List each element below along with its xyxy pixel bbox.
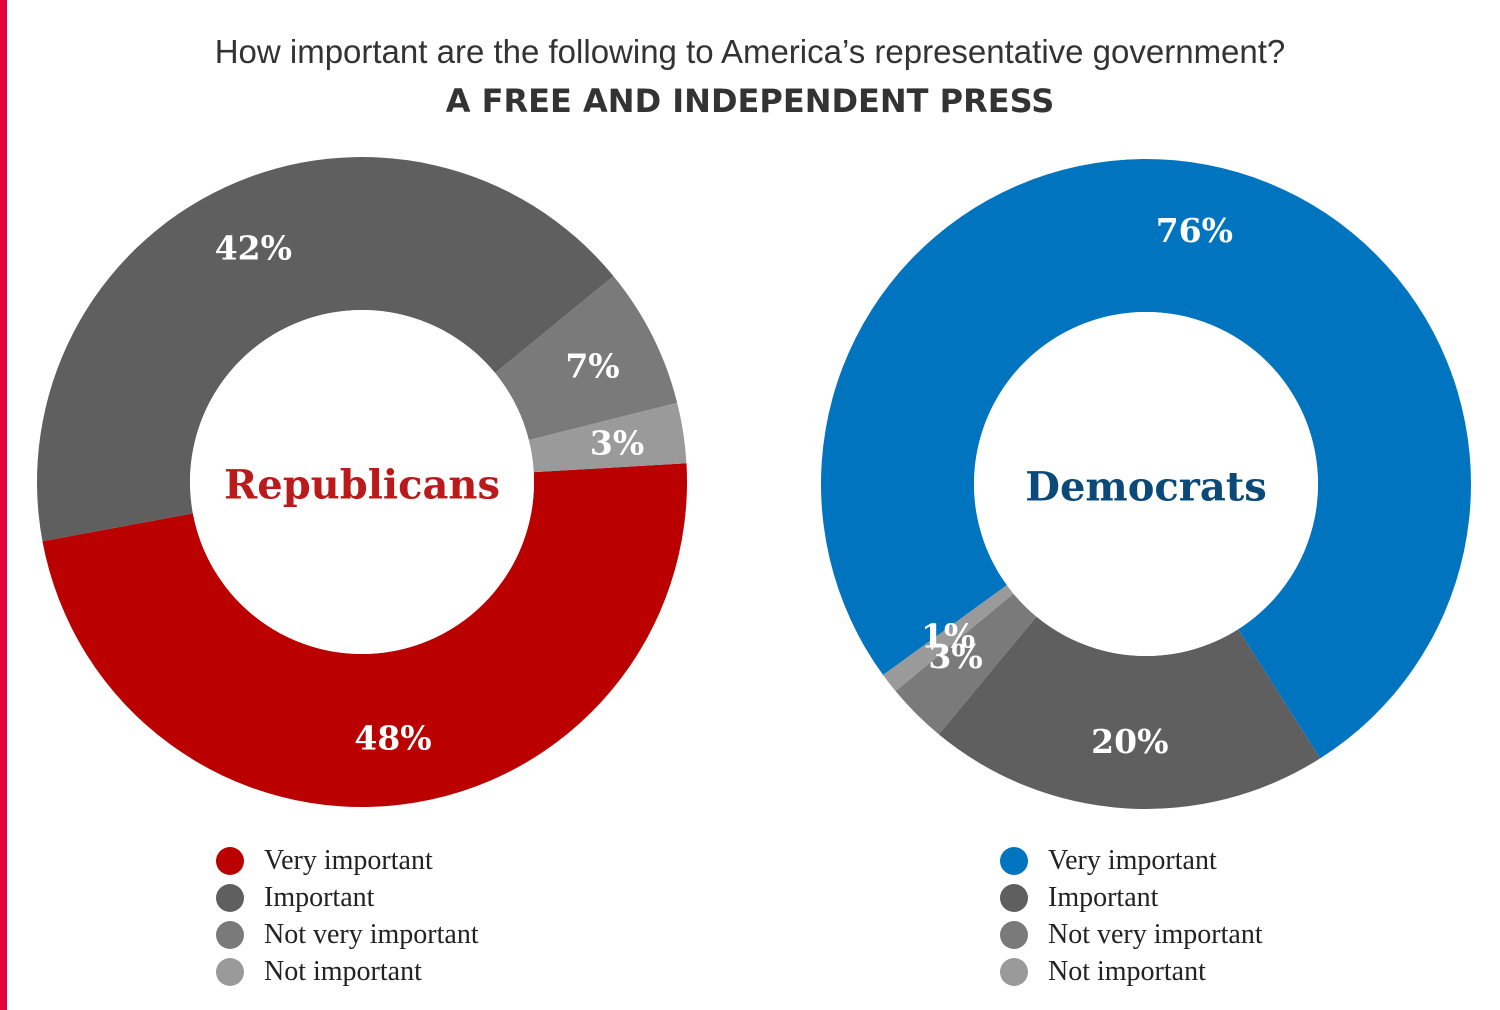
value-label-very-important: 48%	[354, 719, 431, 758]
chart-question: How important are the following to Ameri…	[214, 33, 1286, 70]
legend-item-not-very-important: Not very important	[1000, 916, 1263, 953]
donut-republicans: 48% 42% 7% 3% Republicans	[36, 157, 688, 808]
legend-label: Not important	[264, 955, 422, 987]
legend-item-not-important: Not important	[1000, 953, 1263, 990]
legend-label: Very important	[264, 844, 433, 876]
legend-swatch	[216, 883, 244, 912]
legend-label: Not very important	[264, 918, 479, 950]
legend-swatch	[1000, 846, 1028, 875]
slice-important	[36, 157, 614, 542]
value-label-not-very-important: 3%	[928, 637, 982, 676]
slice-not-very-important	[495, 276, 678, 441]
legend-label: Important	[264, 881, 375, 913]
slice-not-important	[528, 402, 687, 473]
legend-item-very-important: Very important	[1000, 842, 1263, 879]
value-label-not-very-important: 7%	[565, 347, 619, 386]
value-label-very-important: 76%	[1156, 211, 1233, 250]
value-label-not-important: 3%	[590, 423, 644, 462]
slice-very-important	[42, 463, 688, 808]
legend-item-important: Important	[216, 879, 479, 916]
slice-important	[938, 616, 1321, 809]
center-title: Democrats	[1025, 464, 1266, 511]
value-label-not-important: 1%	[921, 617, 975, 656]
slice-not-very-important	[895, 593, 1037, 735]
donut-hole	[190, 310, 534, 654]
donut-hole	[974, 312, 1318, 656]
accent-bar	[0, 0, 7, 1010]
legend-democrats: Very important Important Not very importan…	[1000, 842, 1263, 990]
legend-item-not-very-important: Not very important	[216, 916, 479, 953]
slice-very-important	[821, 159, 1471, 759]
legend-republicans: Very important Important Not very importan…	[216, 842, 479, 990]
legend-label: Not important	[1048, 955, 1206, 987]
chart-subject: A FREE AND INDEPENDENT PRESS	[445, 82, 1055, 120]
legend-swatch	[1000, 883, 1028, 912]
donut-democrats: 76% 20% 3%1% Democrats	[821, 159, 1471, 809]
legend-item-very-important: Very important	[216, 842, 479, 879]
legend-swatch	[216, 920, 244, 949]
value-label-important: 42%	[215, 228, 292, 267]
legend-swatch	[1000, 920, 1028, 949]
value-label-important: 20%	[1091, 722, 1168, 761]
legend-swatch	[216, 846, 244, 875]
legend-label: Important	[1048, 881, 1159, 913]
legend-label: Very important	[1048, 844, 1217, 876]
chart-heading: How important are the following to Ameri…	[0, 28, 1500, 124]
legend-swatch	[1000, 957, 1028, 986]
legend-label: Not very important	[1048, 918, 1263, 950]
legend-swatch	[216, 957, 244, 986]
legend-item-not-important: Not important	[216, 953, 479, 990]
center-title: Republicans	[224, 462, 500, 509]
legend-item-important: Important	[1000, 879, 1263, 916]
slice-not-important	[883, 585, 1014, 692]
